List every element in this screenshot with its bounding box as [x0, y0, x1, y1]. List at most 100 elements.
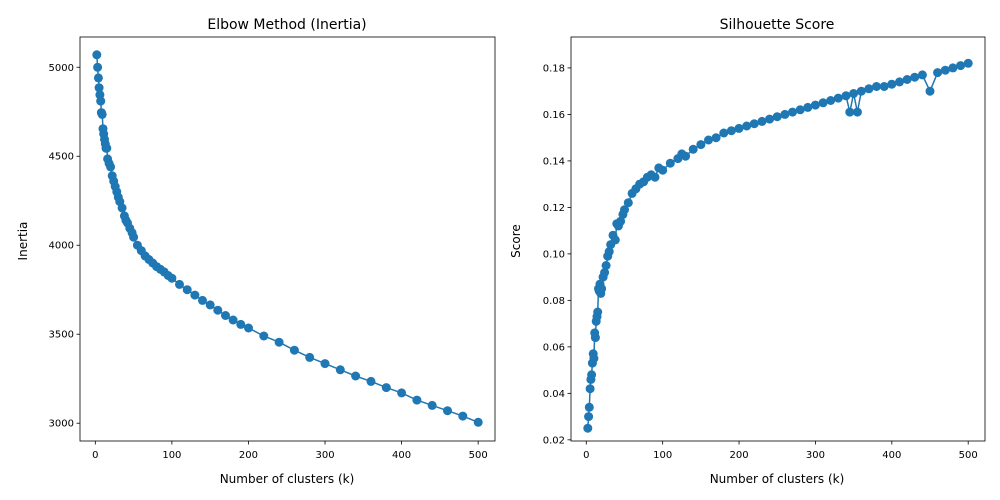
- silhouette-x-tick-label: 400: [882, 450, 901, 461]
- elbow-data-point: [335, 365, 345, 375]
- silhouette-data-point: [902, 75, 912, 84]
- elbow-data-point: [473, 417, 483, 427]
- silhouette-data-point: [665, 158, 675, 168]
- silhouette-data-point: [584, 402, 594, 412]
- silhouette-data-point: [818, 98, 828, 108]
- silhouette-data-point: [788, 107, 797, 117]
- silhouette-y-tick-label: 0.14: [543, 156, 565, 167]
- elbow-data-point: [102, 143, 112, 153]
- silhouette-data-point: [780, 109, 790, 119]
- silhouette-data-point: [610, 235, 620, 245]
- silhouette-data-point: [742, 121, 752, 131]
- silhouette-data-point: [849, 89, 859, 98]
- elbow-y-tick-label: 4500: [49, 152, 74, 163]
- silhouette-y-tick-label: 0.02: [543, 435, 565, 446]
- elbow-chart-ylabel: Inertia: [16, 222, 30, 261]
- silhouette-data-point: [704, 135, 713, 145]
- silhouette-data-point: [593, 307, 603, 317]
- elbow-x-tick-label: 0: [92, 450, 98, 461]
- silhouette-data-point: [601, 261, 611, 270]
- silhouette-data-point: [940, 65, 950, 75]
- silhouette-data-point: [719, 128, 729, 138]
- elbow-data-point: [117, 203, 127, 213]
- silhouette-data-point: [879, 82, 889, 91]
- silhouette-data-point: [803, 102, 813, 112]
- silhouette-x-tick-label: 500: [959, 450, 978, 461]
- silhouette-data-point: [925, 86, 935, 96]
- elbow-y-tick-label: 5000: [49, 63, 74, 74]
- silhouette-data-point: [910, 72, 920, 82]
- silhouette-data-point: [963, 58, 973, 68]
- silhouette-chart-ylabel: Score: [509, 224, 523, 258]
- silhouette-data-point: [600, 268, 610, 277]
- silhouette-data-point: [856, 86, 866, 96]
- silhouette-data-point: [620, 205, 629, 215]
- elbow-data-point: [228, 315, 238, 325]
- elbow-data-point: [93, 73, 103, 83]
- silhouette-data-point: [658, 165, 668, 175]
- silhouette-data-point: [841, 91, 851, 101]
- elbow-series-line: [96, 54, 479, 423]
- silhouette-data-point: [872, 82, 881, 91]
- elbow-data-point: [351, 371, 361, 381]
- silhouette-data-point: [616, 216, 626, 226]
- silhouette-data-point: [826, 96, 836, 105]
- silhouette-data-point: [711, 133, 721, 143]
- silhouette-data-point: [833, 93, 843, 103]
- elbow-data-point: [213, 305, 223, 315]
- silhouette-data-point: [948, 63, 958, 73]
- silhouette-x-tick-label: 100: [653, 450, 672, 461]
- silhouette-y-tick-label: 0.10: [543, 249, 565, 260]
- elbow-data-point: [94, 83, 104, 93]
- silhouette-axes-frame: [570, 36, 986, 442]
- elbow-data-point: [427, 400, 437, 410]
- silhouette-chart-xlabel: Number of clusters (k): [710, 472, 845, 486]
- silhouette-data-point: [772, 112, 782, 122]
- elbow-y-tick-label: 3000: [49, 419, 74, 430]
- elbow-axes-frame: [79, 36, 496, 442]
- silhouette-data-point: [734, 123, 744, 133]
- elbow-data-point: [381, 383, 391, 393]
- elbow-chart-title: Elbow Method (Inertia): [207, 17, 366, 33]
- elbow-data-point: [198, 295, 207, 305]
- silhouette-data-point: [795, 105, 805, 115]
- elbow-data-point: [366, 376, 376, 386]
- silhouette-data-point: [956, 61, 966, 71]
- elbow-data-point: [167, 273, 177, 283]
- silhouette-data-point: [917, 70, 927, 80]
- silhouette-data-point: [587, 370, 597, 380]
- silhouette-data-point: [590, 333, 600, 343]
- elbow-x-tick-label: 400: [392, 450, 411, 461]
- elbow-chart-xlabel: Number of clusters (k): [220, 472, 355, 486]
- silhouette-data-point: [845, 107, 855, 117]
- silhouette-data-point: [895, 77, 904, 87]
- silhouette-data-point: [726, 126, 736, 136]
- elbow-data-point: [175, 279, 184, 289]
- elbow-data-point: [96, 96, 106, 106]
- silhouette-y-tick-label: 0.16: [543, 110, 565, 121]
- elbow-data-point: [106, 162, 116, 172]
- elbow-x-tick-label: 100: [162, 450, 181, 461]
- silhouette-x-tick-label: 300: [806, 450, 825, 461]
- elbow-data-point: [274, 337, 284, 347]
- elbow-data-point: [305, 352, 315, 362]
- silhouette-data-point: [887, 79, 897, 89]
- silhouette-chart-title: Silhouette Score: [720, 17, 835, 33]
- elbow-data-point: [259, 331, 269, 341]
- silhouette-data-point: [696, 140, 706, 150]
- silhouette-data-point: [585, 384, 595, 394]
- silhouette-data-point: [810, 100, 820, 110]
- silhouette-data-point: [589, 354, 599, 363]
- silhouette-data-point: [852, 107, 862, 117]
- silhouette-data-point: [597, 284, 607, 294]
- elbow-data-point: [221, 311, 230, 320]
- elbow-data-point: [205, 300, 215, 310]
- silhouette-data-point: [765, 114, 775, 124]
- silhouette-y-tick-label: 0.12: [543, 203, 565, 214]
- silhouette-chart-panel: Silhouette Score Number of clusters (k) …: [509, 17, 986, 486]
- elbow-x-tick-label: 500: [469, 450, 488, 461]
- elbow-x-tick-label: 300: [315, 450, 334, 461]
- elbow-chart-panel: Elbow Method (Inertia) Number of cluster…: [16, 17, 496, 486]
- elbow-data-point: [93, 62, 103, 72]
- elbow-data-point: [244, 323, 253, 333]
